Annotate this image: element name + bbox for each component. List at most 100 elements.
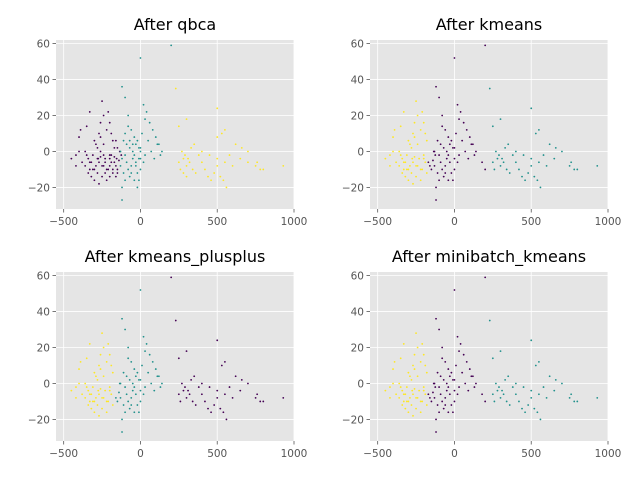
data-point (93, 371, 96, 374)
data-point (421, 111, 424, 113)
subplot-title: After qbca (134, 15, 216, 34)
data-point (108, 164, 111, 167)
data-point (187, 157, 189, 160)
data-point (422, 389, 425, 392)
data-point (444, 164, 447, 167)
data-point (432, 150, 435, 153)
data-point (545, 164, 548, 167)
x-tick-label: 0 (451, 448, 458, 460)
y-tick-label: −20 (342, 414, 364, 426)
data-point (392, 368, 394, 370)
data-point (191, 400, 194, 403)
subplot-4: −500 0 500 1000 −20 0 20 40 60 After minibatch_km… (342, 247, 622, 460)
data-point (465, 128, 468, 131)
data-point (130, 164, 133, 167)
data-point (105, 179, 108, 182)
data-point (216, 107, 219, 110)
data-point (213, 404, 216, 406)
data-point (447, 368, 450, 370)
x-tick-label: 500 (521, 216, 541, 228)
data-point (467, 157, 470, 160)
data-point (493, 400, 496, 403)
data-point (111, 139, 114, 142)
data-point (407, 168, 410, 171)
data-point (428, 396, 431, 399)
data-point (128, 378, 131, 381)
data-point (412, 132, 414, 135)
data-point (204, 168, 206, 171)
data-point (484, 276, 487, 279)
data-point (174, 87, 177, 90)
data-point (534, 364, 537, 367)
data-point (398, 382, 401, 385)
data-point (115, 157, 118, 160)
data-point (87, 172, 90, 174)
data-point (456, 161, 459, 164)
data-point (85, 154, 88, 156)
data-point (445, 382, 448, 385)
data-point (128, 407, 131, 410)
data-point (475, 150, 477, 153)
data-point (204, 400, 206, 403)
data-point (424, 132, 427, 135)
data-point (88, 393, 91, 396)
data-point (521, 407, 523, 410)
data-point (108, 157, 111, 160)
data-point (464, 150, 467, 153)
data-point (424, 393, 427, 396)
data-point (247, 382, 249, 385)
data-point (122, 172, 125, 174)
data-point (432, 382, 435, 385)
data-point (144, 386, 146, 388)
data-point (491, 357, 494, 360)
data-point (455, 132, 457, 135)
data-point (568, 396, 571, 399)
data-point (70, 389, 73, 392)
y-tick-label: 0 (43, 378, 50, 390)
data-point (527, 172, 530, 174)
data-point (404, 407, 407, 410)
data-point (392, 150, 394, 153)
data-point (114, 139, 117, 142)
data-point (102, 143, 105, 146)
y-tick-label: 0 (43, 146, 50, 158)
data-point (120, 154, 123, 156)
x-tick-label: 1000 (595, 448, 622, 460)
y-tick-label: 40 (37, 75, 50, 87)
data-point (533, 407, 536, 410)
data-point (413, 353, 416, 356)
data-point (530, 339, 533, 342)
data-point (121, 186, 123, 189)
data-point (93, 411, 96, 414)
data-point (127, 114, 130, 117)
data-point (101, 407, 103, 410)
data-point (219, 407, 222, 410)
data-point (409, 375, 411, 378)
data-point (136, 371, 139, 374)
data-point (127, 125, 130, 128)
data-point (447, 154, 450, 156)
data-point (419, 360, 422, 363)
data-point (91, 386, 94, 388)
data-point (96, 378, 99, 381)
data-point (389, 154, 391, 156)
data-point (87, 157, 90, 160)
data-point (104, 161, 107, 164)
data-point (107, 168, 110, 171)
data-point (530, 389, 533, 392)
data-point (425, 172, 428, 174)
data-point (465, 360, 468, 363)
data-point (104, 172, 107, 174)
data-point (105, 360, 108, 363)
data-point (452, 179, 454, 182)
data-point (412, 414, 414, 417)
data-point (234, 143, 237, 146)
data-point (90, 175, 93, 178)
data-point (413, 155, 416, 158)
data-point (150, 382, 153, 385)
data-point (179, 400, 182, 403)
data-point (220, 132, 223, 135)
data-point (444, 172, 447, 174)
data-point (75, 154, 77, 156)
data-point (104, 157, 107, 160)
